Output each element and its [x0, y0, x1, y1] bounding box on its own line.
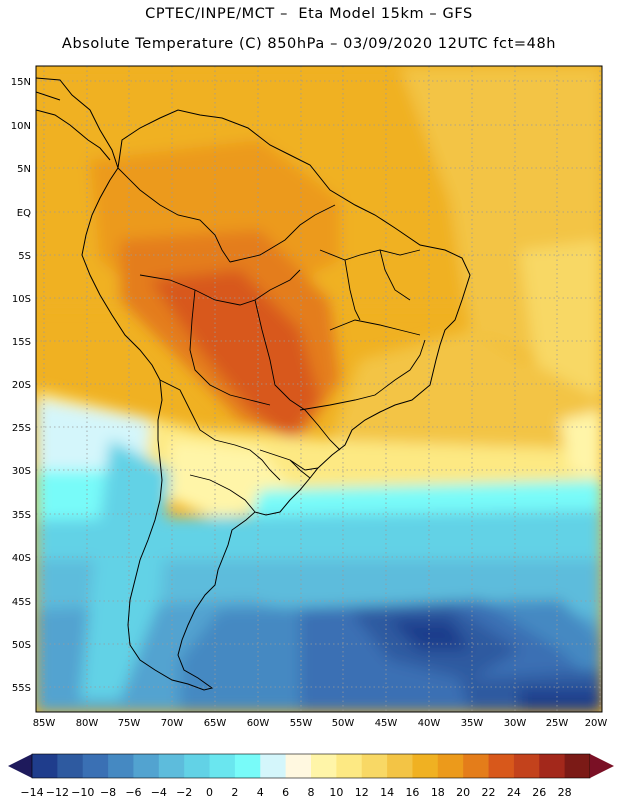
lat-label-eq: EQ: [17, 208, 31, 219]
colorbar-label: 18: [431, 786, 445, 799]
colorbar-swatch: [260, 754, 287, 778]
lat-label-10n: 10N: [11, 121, 31, 132]
colorbar-label: −4: [151, 786, 167, 799]
lat-label-45s: 45S: [12, 597, 31, 608]
colorbar-swatch: [184, 754, 210, 778]
temperature-field: [36, 66, 602, 712]
chart-title-line2: Absolute Temperature (C) 850hPa – 03/09/…: [61, 36, 557, 52]
lon-label-55w: 55W: [290, 718, 313, 729]
colorbar-swatch: [32, 754, 58, 778]
colorbar-swatch: [209, 754, 236, 778]
lon-label-60w: 60W: [247, 718, 270, 729]
colorbar-label: 24: [507, 786, 521, 799]
colorbar-label: −14: [20, 786, 43, 799]
colorbar-swatch: [539, 754, 566, 778]
lat-label-15s: 15S: [12, 337, 31, 348]
lon-label-65w: 65W: [204, 718, 227, 729]
lat-label-20s: 20S: [12, 380, 31, 391]
map-frame: [35, 65, 603, 713]
colorbar: −14 −12 −10 −8 −6 −4 −2 0 2 4 6 8 10 12 14 16 18 20 22 24 26…: [8, 753, 614, 799]
colorbar-label: 28: [558, 786, 572, 799]
colorbar-label: 2: [231, 786, 238, 799]
country-borders: [117, 167, 426, 513]
coastline-south-america: [36, 77, 471, 691]
lon-label-75w: 75W: [118, 718, 141, 729]
colorbar-label: 26: [532, 786, 546, 799]
colorbar-swatch: [437, 754, 464, 778]
lon-label-20w: 20W: [585, 718, 608, 729]
colorbar-label: 10: [329, 786, 343, 799]
colorbar-over-arrow: [590, 754, 614, 778]
lon-label-70w: 70W: [161, 718, 184, 729]
lat-label-25s: 25S: [12, 423, 31, 434]
colorbar-swatch: [564, 754, 591, 778]
lon-label-25w: 25W: [546, 718, 569, 729]
colorbar-swatch: [158, 754, 185, 778]
colorbar-label: −8: [100, 786, 116, 799]
lat-label-40s: 40S: [12, 553, 31, 564]
colorbar-under-arrow: [8, 754, 32, 778]
lat-label-10s: 10S: [12, 294, 31, 305]
lon-label-50w: 50W: [332, 718, 355, 729]
colorbar-label: 0: [206, 786, 213, 799]
lon-label-35w: 35W: [461, 718, 484, 729]
colorbar-swatch: [285, 754, 312, 778]
colorbar-swatch: [234, 754, 261, 778]
lat-label-5s: 5S: [18, 251, 31, 262]
lat-label-35s: 35S: [12, 510, 31, 521]
lon-label-30w: 30W: [504, 718, 527, 729]
lon-label-40w: 40W: [418, 718, 441, 729]
colorbar-swatch: [133, 754, 160, 778]
colorbar-label: −10: [71, 786, 94, 799]
colorbar-swatch: [108, 754, 134, 778]
colorbar-label: 20: [456, 786, 470, 799]
colorbar-swatch: [387, 754, 413, 778]
colorbar-swatch: [513, 754, 540, 778]
colorbar-label: 12: [355, 786, 369, 799]
colorbar-swatch: [57, 754, 84, 778]
longitude-labels: 85W 80W 75W 70W 65W 60W 55W 50W 45W 40W …: [33, 718, 608, 729]
colorbar-swatch: [82, 754, 109, 778]
colorbar-label: 22: [482, 786, 496, 799]
latitude-labels: 15N 10N 5N EQ 5S 10S 15S 20S 25S 30S 35S…: [11, 77, 31, 694]
colorbar-swatch: [488, 754, 515, 778]
colorbar-label: −2: [176, 786, 192, 799]
colorbar-label: 8: [308, 786, 315, 799]
lat-label-55s: 55S: [12, 683, 31, 694]
colorbar-label: −12: [46, 786, 69, 799]
colorbar-label: 16: [405, 786, 419, 799]
colorbar-swatch: [336, 754, 363, 778]
lat-label-5n: 5N: [17, 164, 31, 175]
lon-label-85w: 85W: [33, 718, 56, 729]
colorbar-swatch: [412, 754, 439, 778]
colorbar-label: 14: [380, 786, 394, 799]
lat-label-15n: 15N: [11, 77, 31, 88]
chart-title-line1: CPTEC/INPE/MCT – Eta Model 15km – GFS: [145, 6, 473, 22]
lon-label-45w: 45W: [375, 718, 398, 729]
colorbar-label: 4: [257, 786, 264, 799]
colorbar-swatch: [463, 754, 489, 778]
lat-label-30s: 30S: [12, 466, 31, 477]
colorbar-label: −6: [125, 786, 141, 799]
lon-label-80w: 80W: [76, 718, 99, 729]
colorbar-swatch: [361, 754, 388, 778]
colorbar-label: 6: [282, 786, 289, 799]
colorbar-swatch: [311, 754, 337, 778]
lat-label-50s: 50S: [12, 640, 31, 651]
